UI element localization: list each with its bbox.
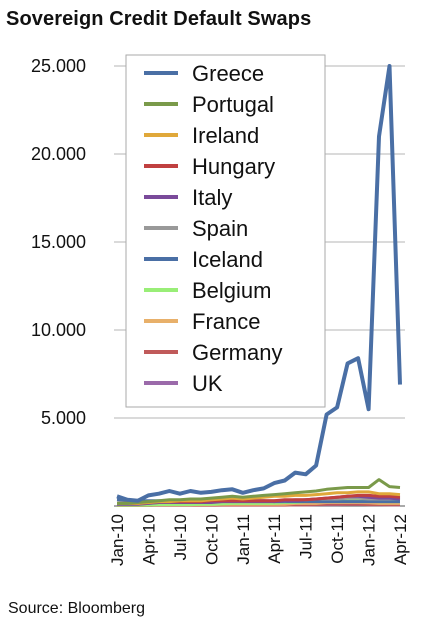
legend-label: Spain [192, 216, 248, 241]
x-tick-label: Jan-11 [234, 514, 253, 565]
y-tick-label: 15.000 [31, 232, 86, 252]
chart-title: Sovereign Credit Default Swaps [6, 8, 312, 30]
legend-label: Ireland [192, 123, 259, 148]
x-tick-label: Apr-12 [391, 514, 410, 565]
y-tick-label: 10.000 [31, 320, 86, 340]
legend-label: Greece [192, 61, 264, 86]
legend-box [125, 54, 326, 408]
series-line-greece [116, 64, 402, 503]
x-tick-label: Oct-10 [202, 514, 221, 565]
x-tick-label: Apr-11 [265, 514, 284, 564]
x-tick-label: Jul-10 [171, 514, 190, 560]
legend-label: UK [192, 371, 223, 396]
legend-label: France [192, 309, 260, 334]
legend-label: Portugal [192, 92, 274, 117]
y-tick-label: 5.000 [41, 408, 86, 428]
x-tick-labels: Jan-10 Apr-10 Jul-10 Oct-10 Jan-11 Apr-11 Jul-… [108, 514, 410, 566]
legend-label: Italy [192, 185, 232, 210]
legend-label: Germany [192, 340, 282, 365]
x-tick-label: Apr-10 [139, 514, 158, 565]
legend-label: Iceland [192, 247, 263, 272]
x-tick-label: Oct-11 [328, 514, 347, 564]
y-tick-labels: 25.000 20.000 15.000 10.000 5.000 [31, 56, 86, 428]
series-lines [116, 64, 402, 507]
source-note: Source: Bloomberg [8, 600, 145, 617]
y-tick-label: 20.000 [31, 144, 86, 164]
y-tick-label: 25.000 [31, 56, 86, 76]
legend: Greece Portugal Ireland Hungary Italy Spain Ic… [125, 54, 326, 408]
series-line-belgium [117, 498, 400, 507]
legend-label: Belgium [192, 278, 271, 303]
x-tick-label: Jan-10 [108, 514, 127, 566]
legend-label: Hungary [192, 154, 275, 179]
x-tick-label: Jul-11 [297, 514, 316, 559]
series-line-portugal [117, 478, 401, 505]
x-tick-label: Jan-12 [360, 514, 379, 566]
